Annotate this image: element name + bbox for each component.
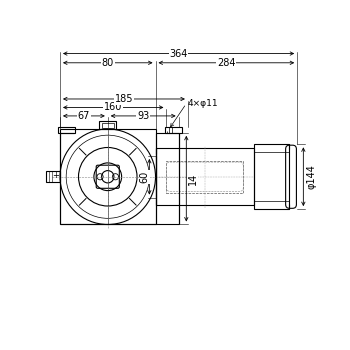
Text: 364: 364 — [169, 49, 188, 58]
Text: 185: 185 — [115, 94, 133, 104]
Bar — [58, 127, 76, 133]
Bar — [166, 161, 243, 193]
Text: 80: 80 — [102, 58, 114, 68]
Text: 67: 67 — [78, 111, 90, 121]
Bar — [165, 127, 182, 133]
Bar — [46, 172, 60, 182]
Bar — [155, 148, 254, 205]
Text: 14: 14 — [188, 173, 197, 185]
Bar — [99, 121, 116, 129]
Text: 60: 60 — [140, 171, 150, 183]
Text: 160: 160 — [104, 103, 122, 112]
Bar — [102, 123, 114, 128]
Bar — [254, 145, 289, 209]
Text: 284: 284 — [217, 58, 236, 68]
Text: 4×φ11: 4×φ11 — [188, 99, 218, 108]
Text: φ144: φ144 — [306, 164, 316, 189]
Text: 93: 93 — [137, 111, 149, 121]
Text: +: + — [52, 171, 59, 180]
